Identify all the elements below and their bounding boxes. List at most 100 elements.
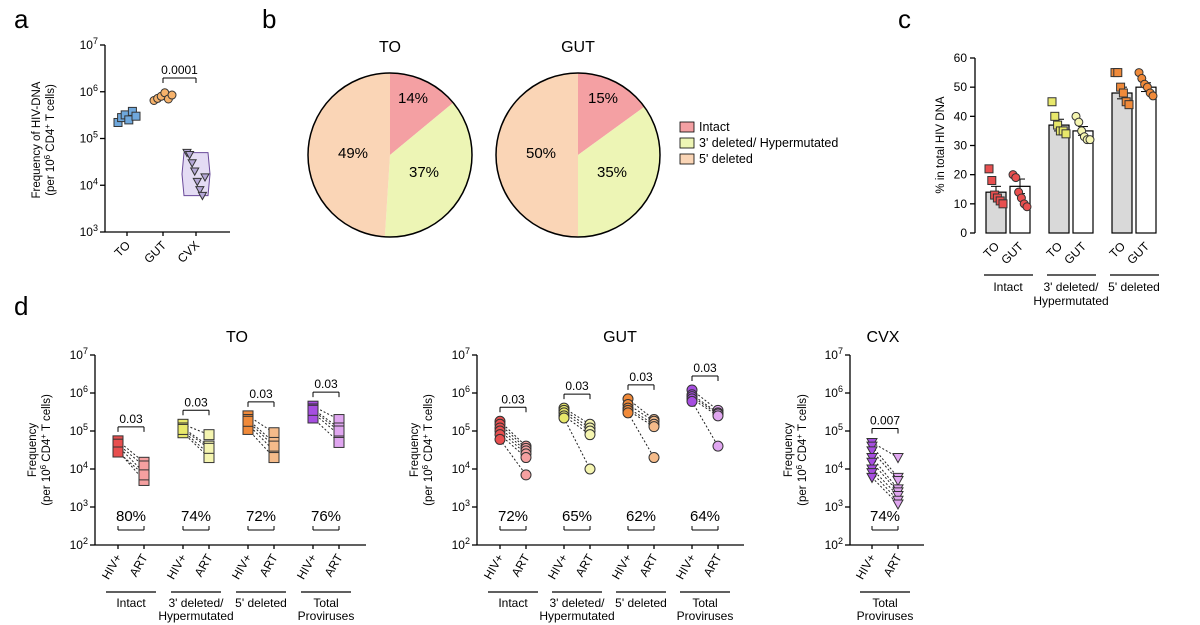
panel-b: TO 14% 37% 49% GUT 15% 35% 50% Intact 3' deleted/… xyxy=(307,39,838,238)
d-point-art xyxy=(648,421,660,433)
c-point xyxy=(1050,111,1060,121)
d-point-hiv xyxy=(686,395,698,407)
d-ytick-label: 106 xyxy=(825,384,843,400)
d-point-hiv xyxy=(866,457,878,469)
d-group-label: 3' deleted/ xyxy=(168,596,224,610)
d-subplot-title: GUT xyxy=(603,329,637,346)
d-ytick-label: 102 xyxy=(825,536,843,552)
d-reduction-label: 76% xyxy=(311,508,341,525)
a-point-CVX xyxy=(200,173,210,183)
a-ytick-label: 103 xyxy=(80,223,98,239)
d-xtick-label: ART xyxy=(701,551,725,579)
b-legend-label: Intact xyxy=(699,120,730,134)
d-point-hiv xyxy=(177,423,189,435)
c-point xyxy=(1074,117,1084,127)
b-pie-slice xyxy=(308,73,390,237)
d-point-art xyxy=(648,452,660,464)
b-slice-label: 35% xyxy=(597,164,627,181)
d-xtick-label: ART xyxy=(573,551,597,579)
a-ytick-label: 105 xyxy=(80,130,98,146)
b-slice-label: 49% xyxy=(338,145,368,162)
d-ytick-label: 107 xyxy=(452,346,470,362)
c-xtick-label: GUT xyxy=(998,239,1026,267)
d-point-art xyxy=(268,427,280,439)
d-ytick-label: 104 xyxy=(452,460,470,476)
b-slice-label: 50% xyxy=(526,145,556,162)
c-bar-GUT xyxy=(1135,86,1157,234)
a-point-CVX xyxy=(197,191,208,201)
b-pie-title: TO xyxy=(379,39,401,56)
a-point-CVX xyxy=(195,186,205,195)
d-xtick-label: HIV+ xyxy=(229,552,255,582)
a-ytick-label: 106 xyxy=(80,83,98,99)
d-point-art xyxy=(333,436,345,448)
d-xtick-label: HIV+ xyxy=(609,552,635,582)
d-group-label: Total xyxy=(872,596,897,610)
d-pvalue: 0.03 xyxy=(693,361,717,375)
c-point xyxy=(1085,135,1095,145)
d-xtick-label: ART xyxy=(192,551,216,579)
d-point-art xyxy=(203,429,215,441)
c-xtick-label: GUT xyxy=(1061,239,1089,267)
a-point-TO xyxy=(131,111,141,121)
a-point-GUT xyxy=(167,90,177,100)
d-group-label: Proviruses xyxy=(298,609,355,623)
d-ytick-label: 102 xyxy=(70,536,88,552)
d-group-label: Proviruses xyxy=(857,609,914,623)
d-ytick-label: 107 xyxy=(825,346,843,362)
d-point-hiv xyxy=(307,404,319,416)
d-point-art xyxy=(333,425,345,437)
d-group-label: 5' deleted xyxy=(615,596,667,610)
d-ytick-label: 106 xyxy=(452,384,470,400)
d-point-hiv xyxy=(112,446,124,458)
d-ylabel-line2: (per 106 CD4+ T cells) xyxy=(421,394,435,506)
d-pair-line xyxy=(871,445,899,478)
d-pvalue: 0.03 xyxy=(501,392,525,406)
b-pie-outline xyxy=(495,72,661,238)
c-ytick-label: 0 xyxy=(960,226,967,240)
a-cvx-violin xyxy=(181,152,211,197)
d-ylabel-line1: Frequency xyxy=(409,423,421,478)
c-group-label: 3' deleted/ xyxy=(1043,280,1099,294)
a-xtick-label: TO xyxy=(112,238,134,260)
d-reduction-label: 74% xyxy=(181,508,211,525)
d-reduction-label: 80% xyxy=(116,508,146,525)
d-group-label: Intact xyxy=(498,596,528,610)
d-subplot-TO: 102 103 104 105 106 107 Frequency(per 106 CD4+… xyxy=(27,329,366,623)
d-point-art xyxy=(268,452,280,464)
c-group-label: Hypermutated xyxy=(1033,294,1108,308)
b-legend-label: 3' deleted/ Hypermutated xyxy=(699,136,838,150)
c-bar-GUT xyxy=(1072,130,1094,234)
d-ytick-label: 104 xyxy=(70,460,88,476)
d-xtick-label: HIV+ xyxy=(481,552,507,582)
b-pie-slice xyxy=(578,73,645,155)
b-slice-label: 37% xyxy=(409,164,439,181)
d-pair-line xyxy=(871,457,899,490)
d-reduction-label: 64% xyxy=(690,508,720,525)
d-reduction-label: 62% xyxy=(626,508,656,525)
d-point-art xyxy=(268,440,280,452)
d-xtick-label: HIV+ xyxy=(545,552,571,582)
b-pie-slice xyxy=(390,73,454,155)
d-ytick-label: 106 xyxy=(70,384,88,400)
b-legend-swatch xyxy=(679,121,695,133)
a-ylabel-line1: Frequency of HIV-DNA xyxy=(31,81,43,198)
d-subplot-title: CVX xyxy=(867,329,900,346)
a-xtick-label: CVX xyxy=(175,238,202,265)
d-point-art xyxy=(138,469,150,481)
a-point-CVX xyxy=(189,167,200,177)
d-group-label: Intact xyxy=(116,596,146,610)
d-xtick-label: ART xyxy=(127,551,151,579)
d-ytick-label: 103 xyxy=(70,498,88,514)
a-ytick-label: 104 xyxy=(80,176,98,192)
d-ylabel-line1: Frequency xyxy=(27,423,39,478)
c-ytick-label: 40 xyxy=(954,109,968,123)
b-slice-label: 14% xyxy=(398,90,428,107)
d-pair-line xyxy=(499,439,527,476)
d-group-label: 3' deleted/ xyxy=(549,596,605,610)
c-point xyxy=(987,176,997,185)
d-ylabel-line2: (per 106 CD4+ T cells) xyxy=(795,394,809,506)
b-slice-label: 15% xyxy=(588,90,618,107)
